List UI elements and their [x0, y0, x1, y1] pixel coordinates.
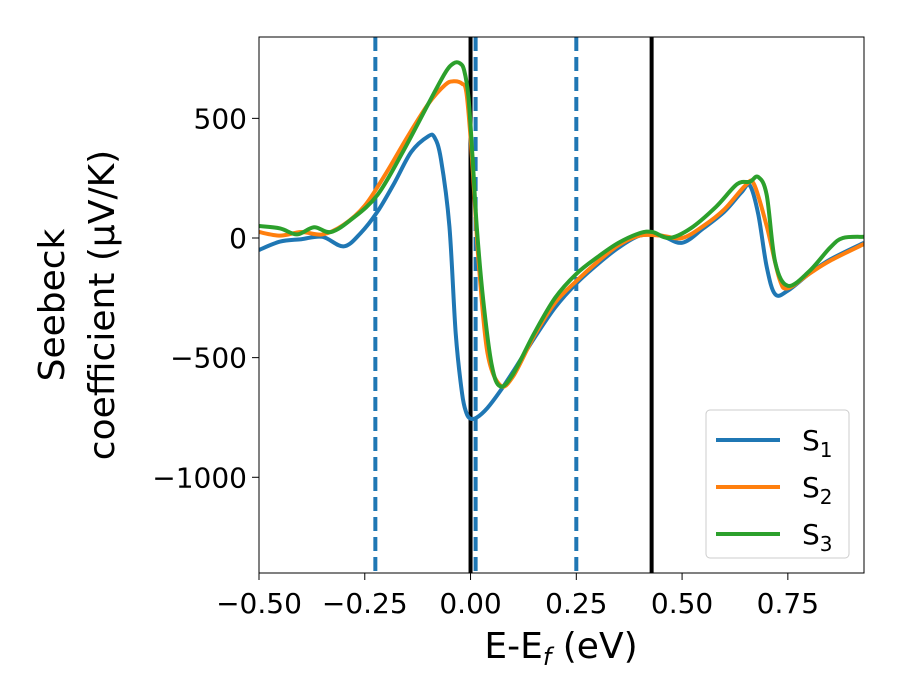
series-layer: [259, 60, 864, 422]
x-axis-title: E-Ef (eV): [484, 626, 637, 671]
legend-label-s3: S3: [802, 518, 833, 556]
x-tick-label: −0.25: [322, 587, 408, 620]
plot-frame: [258, 36, 865, 574]
y-axis-title-line1: Seebeck: [32, 228, 73, 381]
y-tick-label: −500: [170, 342, 247, 375]
series-line-s1: [259, 132, 864, 422]
legend-box: [705, 409, 850, 559]
x-tick-label: 0.50: [651, 587, 713, 620]
x-axis-ticks: −0.50 −0.25 0.00 0.25 0.50 0.75: [216, 573, 819, 620]
legend-label-s2: S2: [802, 471, 833, 509]
y-tick-label: −1000: [152, 461, 247, 494]
legend-label-s1: S1: [802, 424, 833, 462]
x-tick-label: −0.50: [216, 587, 302, 620]
y-axis-ticks: 500 0 −500 −1000: [152, 102, 259, 494]
x-tick-label: 0.25: [545, 587, 607, 620]
x-tick-label: 0.75: [757, 587, 819, 620]
vertical-reference-lines: [373, 37, 654, 573]
x-tick-label: 0.00: [439, 587, 501, 620]
y-axis-title-line2: coefficient (μV/K): [82, 150, 123, 460]
series-line-s3: [259, 60, 864, 389]
y-tick-label: 0: [229, 222, 247, 255]
y-tick-label: 500: [194, 102, 247, 135]
legend: S1 S2 S3: [705, 409, 850, 559]
